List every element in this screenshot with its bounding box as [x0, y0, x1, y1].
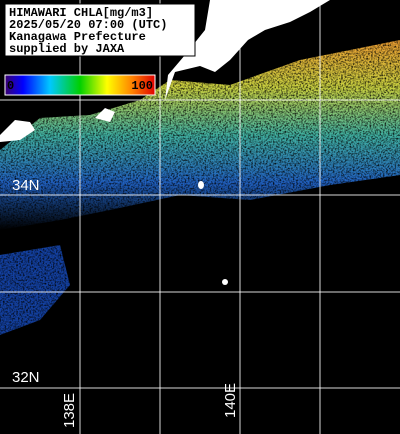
colorbar — [4, 74, 156, 96]
lat-label: 34N — [12, 177, 40, 194]
land — [0, 120, 35, 142]
header-line: Kanagawa Prefecture — [9, 30, 146, 44]
lon-label: 138E — [61, 393, 78, 428]
header-line: 2025/05/20 07:00 (UTC) — [9, 18, 167, 32]
header-box — [4, 3, 196, 57]
land — [165, 0, 330, 100]
island — [222, 279, 228, 285]
chla-texture — [0, 40, 400, 230]
colorbar-max: 100 — [131, 79, 153, 93]
chla-texture — [0, 245, 70, 335]
land — [95, 108, 115, 122]
lon-label: 140E — [222, 383, 239, 418]
header-line: supplied by JAXA — [9, 42, 125, 56]
lat-label: 32N — [12, 369, 40, 386]
header-line: HIMAWARI CHLA[mg/m3] — [9, 6, 153, 20]
island — [198, 181, 204, 189]
colorbar-min: 0 — [7, 79, 14, 93]
